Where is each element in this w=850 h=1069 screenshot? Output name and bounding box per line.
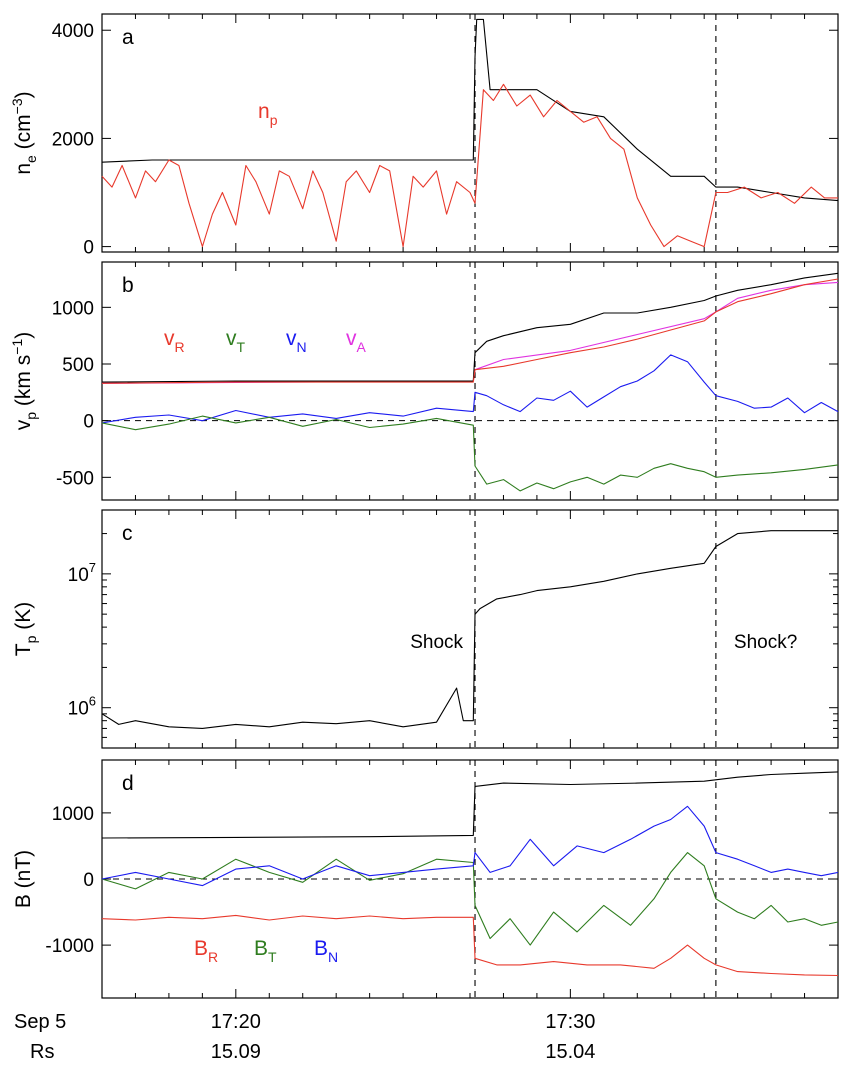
- panel-d: -1000 0 1000 d BR BT BN B (nT): [12, 759, 839, 999]
- y-tick-label: 4000: [52, 21, 94, 42]
- rs-row-label: Rs: [30, 1041, 54, 1063]
- panel-c: 106 107 c Tp (K): [12, 509, 839, 749]
- series-label: np: [258, 100, 278, 128]
- y-tick-label: 500: [62, 355, 94, 376]
- series-b-t-line: [101, 852, 839, 946]
- y-tick-label: -500: [56, 468, 94, 489]
- series-speed-line: [101, 272, 839, 383]
- y-tick-label: 2000: [52, 129, 94, 150]
- panel-letter: c: [122, 522, 133, 545]
- series-b-n-line: [101, 805, 839, 887]
- panel-frame: [101, 13, 839, 253]
- series-v-t-line: [101, 415, 839, 492]
- y-axis-title: B (nT): [12, 850, 35, 908]
- shock-question-label: Shock?: [734, 632, 797, 653]
- series-label: BN: [314, 937, 338, 965]
- panel-letter: b: [122, 274, 134, 297]
- y-tick-label: -1000: [45, 936, 94, 957]
- panel-letter: a: [122, 26, 134, 49]
- series-v-n-line: [101, 354, 839, 424]
- panel-letter: d: [122, 772, 134, 795]
- series-t-p-line: [101, 530, 838, 729]
- y-tick-label: 107: [68, 560, 96, 586]
- series-label: BR: [194, 937, 218, 965]
- y-tick-label: 1000: [52, 804, 94, 825]
- y-tick-label: 1000: [52, 298, 94, 319]
- panel-frame: [101, 509, 839, 749]
- y-tick-label: 106: [68, 694, 96, 720]
- series-v-r-line: [101, 278, 839, 384]
- series-label: vN: [286, 327, 307, 355]
- panel-b: -500 0 500 1000 b vR vT vN vA vp (km s−1): [9, 261, 839, 501]
- y-tick-label: 0: [83, 412, 94, 433]
- y-axis-title: vp (km s−1): [9, 332, 39, 430]
- series-v-a-line: [101, 281, 839, 384]
- series-label: vR: [164, 327, 185, 355]
- x-tick-time: 17:20: [211, 1011, 261, 1033]
- y-axis-title: Tp (K): [12, 602, 39, 656]
- series-n-e-line: [101, 18, 839, 202]
- x-tick-time: 17:30: [545, 1011, 595, 1033]
- series-b-line: [101, 771, 839, 839]
- x-tick-rs: 15.04: [545, 1041, 595, 1063]
- series-n-p-line: [101, 83, 838, 248]
- shock-label: Shock: [410, 632, 463, 653]
- date-row-label: Sep 5: [14, 1011, 66, 1033]
- series-b-r-line: [101, 914, 839, 977]
- x-tick-rs: 15.09: [211, 1041, 261, 1063]
- series-label: vA: [346, 327, 367, 355]
- y-axis-title: ne (cm−3): [9, 91, 39, 174]
- y-tick-label: 0: [83, 238, 94, 259]
- series-label: BT: [254, 937, 277, 965]
- panel-a: 0 2000 4000 a np ne (cm−3): [9, 13, 839, 259]
- y-tick-label: 0: [83, 870, 94, 891]
- series-label: vT: [226, 327, 246, 355]
